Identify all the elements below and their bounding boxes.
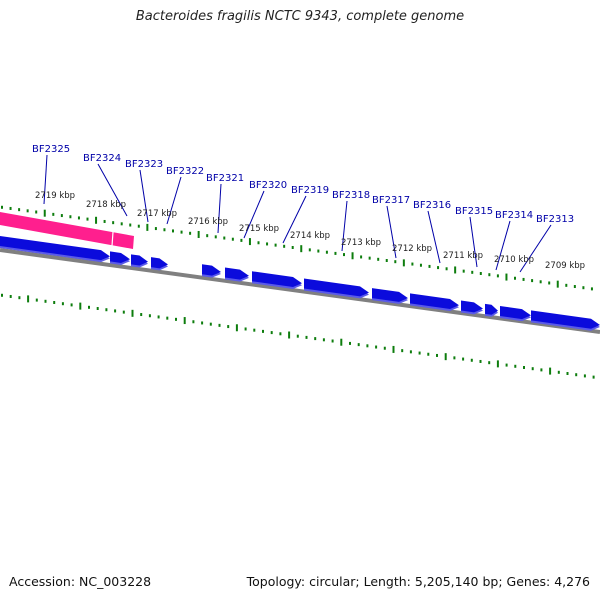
gene-arrow[interactable] bbox=[461, 300, 483, 315]
gene-arrow[interactable] bbox=[410, 293, 459, 311]
gene-label[interactable]: BF2318 bbox=[332, 190, 370, 201]
kbp-label: 2716 kbp bbox=[188, 217, 228, 227]
gene-arrow[interactable] bbox=[110, 251, 130, 265]
gene-arrow[interactable] bbox=[531, 310, 600, 331]
gene-label[interactable]: BF2321 bbox=[206, 173, 244, 184]
kbp-label: 2709 kbp bbox=[545, 261, 585, 271]
inner-tick-track bbox=[1, 293, 595, 379]
leader-lines bbox=[43, 154, 552, 273]
leader-line bbox=[427, 210, 441, 264]
highlight-bar bbox=[0, 212, 134, 249]
gene-arrow[interactable] bbox=[131, 254, 148, 268]
gene-label[interactable]: BF2320 bbox=[249, 180, 287, 191]
gene-label[interactable]: BF2313 bbox=[536, 214, 574, 225]
kbp-label: 2718 kbp bbox=[86, 200, 126, 210]
leader-line bbox=[282, 195, 307, 244]
gene-arrow[interactable] bbox=[304, 278, 369, 299]
leader-line bbox=[469, 216, 478, 268]
gene-arrow[interactable] bbox=[500, 306, 531, 322]
leader-line bbox=[217, 183, 222, 234]
gene-arrow[interactable] bbox=[485, 303, 498, 317]
kbp-label: 2715 kbp bbox=[239, 224, 279, 234]
kbp-label: 2717 kbp bbox=[137, 209, 177, 219]
kbp-label: 2712 kbp bbox=[392, 244, 432, 254]
gene-label[interactable]: BF2322 bbox=[166, 166, 204, 177]
gene-arrow[interactable] bbox=[151, 257, 168, 271]
backbone-layer bbox=[0, 248, 600, 334]
gene-arrow[interactable] bbox=[372, 288, 408, 304]
gene-label[interactable]: BF2315 bbox=[455, 206, 493, 217]
kbp-label: 2713 kbp bbox=[341, 238, 381, 248]
leader-line bbox=[97, 163, 128, 217]
gene-arrow[interactable] bbox=[202, 264, 221, 278]
highlight-divider bbox=[111, 231, 114, 247]
accession-label: Accession: NC_003228 bbox=[9, 574, 152, 589]
kbp-label: 2710 kbp bbox=[494, 255, 534, 265]
leader-line bbox=[139, 169, 149, 223]
genome-backbone bbox=[0, 248, 600, 334]
leader-line bbox=[166, 176, 182, 225]
kbp-labels: 2719 kbp 2718 kbp 2717 kbp 2716 kbp 2715 kbp… bbox=[35, 191, 585, 271]
leader-line bbox=[386, 205, 397, 259]
gene-label[interactable]: BF2317 bbox=[372, 195, 410, 206]
highlight-layer bbox=[0, 212, 134, 249]
gene-arrow[interactable] bbox=[252, 271, 302, 290]
gene-label[interactable]: BF2316 bbox=[413, 200, 451, 211]
map-title: Bacteroides fragilis NCTC 9343, complete… bbox=[135, 9, 465, 24]
gene-label[interactable]: BF2324 bbox=[83, 153, 121, 164]
leader-line bbox=[519, 224, 552, 273]
gene-label[interactable]: BF2323 bbox=[125, 159, 163, 170]
outer-tick-track bbox=[1, 205, 593, 291]
leader-line bbox=[43, 154, 48, 205]
kbp-label: 2711 kbp bbox=[443, 251, 483, 261]
gene-arrow[interactable] bbox=[0, 236, 110, 263]
leader-line bbox=[341, 200, 348, 252]
genome-summary: Topology: circular; Length: 5,205,140 bp… bbox=[246, 574, 590, 589]
leader-line bbox=[495, 220, 511, 271]
gene-label[interactable]: BF2325 bbox=[32, 144, 70, 155]
gene-arrow[interactable] bbox=[225, 267, 249, 282]
kbp-label: 2714 kbp bbox=[290, 231, 330, 241]
leader-line bbox=[243, 190, 265, 239]
gene-label[interactable]: BF2319 bbox=[291, 185, 329, 196]
genes-layer bbox=[0, 236, 600, 331]
kbp-label: 2719 kbp bbox=[35, 191, 75, 201]
gene-label[interactable]: BF2314 bbox=[495, 210, 533, 221]
